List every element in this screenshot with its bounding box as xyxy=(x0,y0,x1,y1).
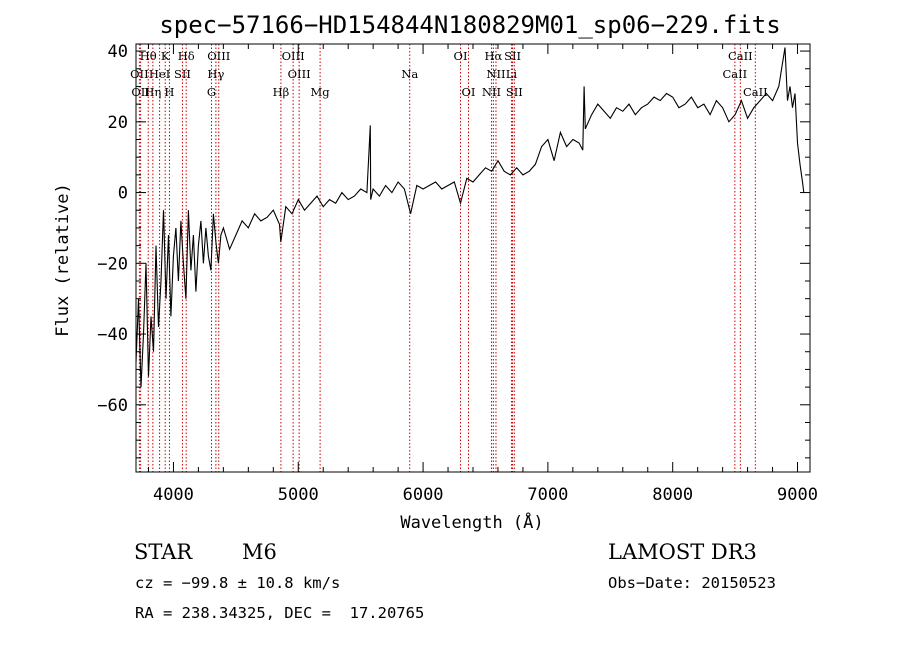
line-marker-label: HeI xyxy=(149,67,170,81)
line-marker-label: NII xyxy=(486,67,505,81)
y-axis-ticks: −60 −40 −20 0 20 40 xyxy=(97,42,810,459)
x-tick-label: 6000 xyxy=(403,485,444,505)
line-marker-label: NII xyxy=(482,85,501,99)
x-tick-label: 5000 xyxy=(278,485,319,505)
line-marker-label: Li xyxy=(506,67,518,81)
redshift-cz: cz = −99.8 ± 10.8 km/s xyxy=(135,574,341,592)
line-marker-label: OIII xyxy=(207,49,230,63)
line-marker-label: Na xyxy=(401,67,418,81)
plot-frame xyxy=(135,43,811,473)
line-marker-label: Hα xyxy=(484,49,502,63)
line-marker-label: SII xyxy=(504,49,521,63)
chart-title: spec−57166−HD154844N180829M01_sp06−229.f… xyxy=(159,11,780,39)
x-tick-label: 4000 xyxy=(153,485,194,505)
line-marker-label: Mg xyxy=(311,85,331,99)
line-marker-label: OIII xyxy=(282,49,305,63)
line-marker-label: Hδ xyxy=(178,49,195,63)
x-axis-ticks: 4000 5000 6000 7000 8000 9000 xyxy=(147,44,818,505)
spectrum-line xyxy=(135,47,805,388)
y-tick-label: 40 xyxy=(108,42,128,62)
x-tick-label: 8000 xyxy=(652,485,693,505)
x-tick-label: 9000 xyxy=(777,485,818,505)
y-tick-label: 20 xyxy=(108,113,128,133)
line-marker-label: H xyxy=(164,85,174,99)
line-marker-label: CaII xyxy=(743,85,768,99)
survey-name: LAMOST DR3 xyxy=(608,540,757,564)
line-marker-label: SII xyxy=(174,67,191,81)
line-marker-label: SII xyxy=(506,85,523,99)
observation-date: Obs−Date: 20150523 xyxy=(608,574,776,592)
y-axis-label: Flux (relative) xyxy=(53,183,73,337)
coordinates: RA = 238.34325, DEC = 17.20765 xyxy=(135,604,425,622)
line-marker-label: G xyxy=(207,85,216,99)
x-tick-label: 7000 xyxy=(527,485,568,505)
line-marker-label: OIII xyxy=(288,67,311,81)
line-marker-label: OI xyxy=(454,49,468,63)
line-marker-label: CaII xyxy=(728,49,753,63)
line-marker-label: OI xyxy=(462,85,476,99)
spectral-subclass: M6 xyxy=(242,540,277,564)
line-marker-label: OII xyxy=(130,67,149,81)
line-marker-label: Hγ xyxy=(207,67,224,81)
line-marker-label: CaII xyxy=(722,67,747,81)
line-marker-label: Hβ xyxy=(273,85,290,99)
line-marker-label: Hθ xyxy=(140,49,157,63)
y-tick-label: −40 xyxy=(97,325,128,345)
y-tick-label: −60 xyxy=(97,396,128,416)
x-axis-label: Wavelength (Å) xyxy=(400,511,543,533)
line-markers xyxy=(138,44,756,472)
object-type: STAR xyxy=(134,540,193,564)
line-marker-label: Hη xyxy=(144,85,161,99)
y-tick-label: −20 xyxy=(97,254,128,274)
line-marker-label: K xyxy=(161,49,170,63)
y-tick-label: 0 xyxy=(118,184,128,204)
